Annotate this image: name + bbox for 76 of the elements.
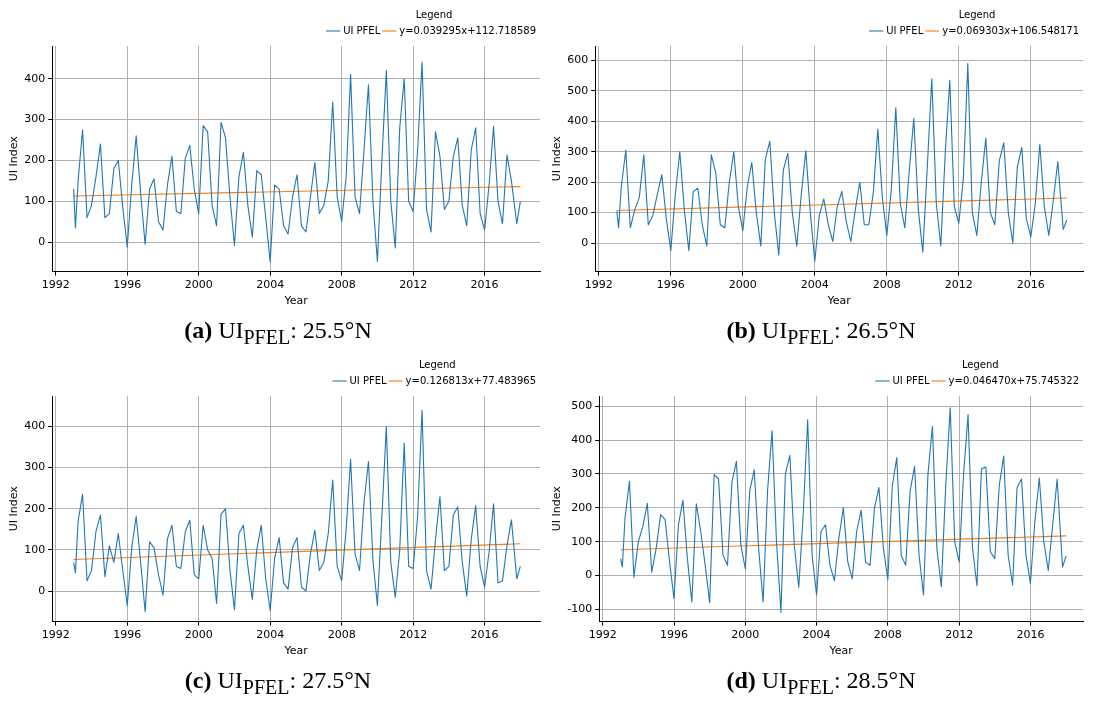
y-tick-label: -100 xyxy=(567,602,593,616)
x-tick-label: 2004 xyxy=(256,628,285,642)
legend-label: UI PFEL xyxy=(343,24,381,36)
y-axis-title: UI Index xyxy=(550,485,564,532)
x-tick-label: 1996 xyxy=(656,278,685,292)
y-tick-label: 500 xyxy=(567,83,589,97)
x-tick-label: 2012 xyxy=(399,278,428,292)
y-tick-label: 100 xyxy=(567,205,589,219)
y-axis-title: UI Index xyxy=(7,135,21,182)
x-tick-label: 2004 xyxy=(802,628,831,642)
x-tick-label: 1992 xyxy=(584,278,613,292)
legend-title: Legend xyxy=(415,8,453,20)
x-axis-title: Year xyxy=(283,644,309,658)
x-axis-title: Year xyxy=(283,294,309,308)
x-tick-label: 2008 xyxy=(327,278,356,292)
x-tick-label: 2008 xyxy=(873,628,902,642)
x-tick-label: 2016 xyxy=(1016,278,1045,292)
legend-label: y=0.039295x+112.718589 xyxy=(399,24,536,36)
y-tick-label: 200 xyxy=(24,153,46,167)
y-axis-title: UI Index xyxy=(7,485,21,532)
x-tick-label: 2008 xyxy=(872,278,901,292)
legend-label: UI PFEL xyxy=(892,374,931,386)
x-tick-label: 2016 xyxy=(470,278,499,292)
y-tick-label: 0 xyxy=(581,235,589,249)
legend-label: y=0.046470x+75.745322 xyxy=(948,374,1079,386)
x-tick-label: 2012 xyxy=(945,628,974,642)
y-tick-label: 100 xyxy=(571,534,593,548)
y-tick-label: 300 xyxy=(24,460,46,474)
x-tick-label: 1996 xyxy=(660,628,689,642)
y-tick-label: 400 xyxy=(24,419,46,433)
x-tick-label: 1996 xyxy=(113,628,142,642)
x-axis-title: Year xyxy=(828,644,854,658)
y-tick-label: 300 xyxy=(567,144,589,158)
x-tick-label: 2000 xyxy=(728,278,757,292)
x-tick-label: 2000 xyxy=(184,628,213,642)
legend-title: Legend xyxy=(418,358,456,370)
y-tick-label: 200 xyxy=(567,175,589,189)
y-tick-label: 100 xyxy=(24,542,46,556)
y-tick-label: 0 xyxy=(38,584,46,597)
legend-label: UI PFEL xyxy=(349,374,388,386)
y-tick-label: 500 xyxy=(571,399,593,413)
y-tick-label: 0 xyxy=(38,235,46,249)
x-tick-label: 2016 xyxy=(470,628,499,642)
text: (c) UI$_{PFEL}$: 27.5°N xyxy=(184,667,372,698)
y-tick-label: 100 xyxy=(24,194,46,208)
y-tick-label: 600 xyxy=(567,53,589,67)
x-tick-label: 2004 xyxy=(800,278,829,292)
text: (d) UI$_{PFEL}$: 28.5°N xyxy=(726,667,916,698)
y-tick-label: 200 xyxy=(24,501,46,515)
legend-label: y=0.069303x+106.548171 xyxy=(942,24,1079,36)
y-axis-title: UI Index xyxy=(550,135,564,182)
y-tick-label: 200 xyxy=(571,500,593,514)
y-tick-label: 300 xyxy=(571,466,593,480)
y-tick-label: 400 xyxy=(567,114,589,128)
x-tick-label: 2012 xyxy=(399,628,428,642)
x-tick-label: 2000 xyxy=(731,628,760,642)
y-tick-label: 400 xyxy=(571,432,593,446)
y-tick-label: 0 xyxy=(585,568,593,582)
x-tick-label: 2012 xyxy=(944,278,973,292)
y-tick-label: 400 xyxy=(24,71,46,85)
x-tick-label: 2004 xyxy=(256,278,285,292)
x-tick-label: 2016 xyxy=(1016,628,1045,642)
legend-label: UI PFEL xyxy=(886,24,924,36)
x-tick-label: 1992 xyxy=(41,278,70,292)
x-tick-label: 1996 xyxy=(113,278,142,292)
x-axis-title: Year xyxy=(826,294,852,308)
x-tick-label: 2000 xyxy=(184,278,213,292)
x-tick-label: 1992 xyxy=(588,628,617,642)
y-tick-label: 300 xyxy=(24,112,46,126)
text: (b) UI$_{PFEL}$: 26.5°N xyxy=(726,317,916,348)
legend-title: Legend xyxy=(958,8,996,20)
x-tick-label: 1992 xyxy=(41,628,70,642)
text: (a) UI$_{PFEL}$: 25.5°N xyxy=(184,317,372,348)
legend-label: y=0.126813x+77.483965 xyxy=(405,374,536,386)
legend-title: Legend xyxy=(961,358,999,370)
x-tick-label: 2008 xyxy=(327,628,356,642)
